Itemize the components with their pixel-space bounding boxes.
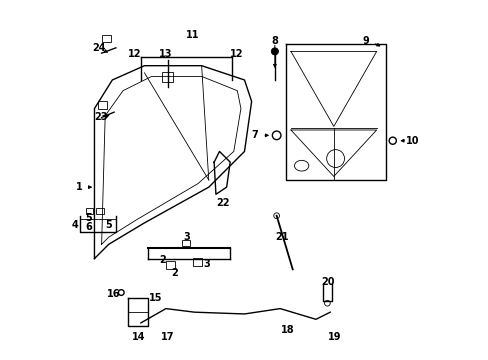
Text: 10: 10 — [405, 136, 418, 146]
FancyBboxPatch shape — [96, 208, 104, 214]
Text: 15: 15 — [149, 293, 163, 303]
Text: 24: 24 — [92, 43, 105, 53]
Text: 16: 16 — [106, 289, 120, 299]
Text: 23: 23 — [94, 112, 107, 122]
Text: 12: 12 — [229, 49, 243, 59]
Text: 4: 4 — [71, 220, 78, 230]
Text: 19: 19 — [327, 332, 341, 342]
Text: 11: 11 — [185, 30, 199, 40]
Text: 2: 2 — [171, 268, 178, 278]
Text: 17: 17 — [161, 332, 174, 342]
FancyBboxPatch shape — [98, 101, 107, 109]
FancyBboxPatch shape — [192, 258, 201, 266]
Text: 1: 1 — [76, 182, 82, 192]
Text: 13: 13 — [159, 49, 172, 59]
Text: 21: 21 — [275, 232, 288, 242]
FancyBboxPatch shape — [162, 72, 173, 82]
FancyBboxPatch shape — [165, 261, 175, 269]
Text: 8: 8 — [271, 36, 278, 46]
Text: 9: 9 — [362, 36, 368, 46]
Text: 20: 20 — [321, 277, 334, 287]
Text: 2: 2 — [159, 255, 165, 265]
FancyBboxPatch shape — [102, 35, 110, 42]
FancyBboxPatch shape — [182, 240, 189, 246]
FancyBboxPatch shape — [85, 208, 93, 214]
Text: 12: 12 — [127, 49, 141, 59]
Text: 5: 5 — [105, 220, 112, 230]
Text: 3: 3 — [183, 232, 190, 242]
Text: 7: 7 — [251, 130, 258, 140]
Circle shape — [271, 48, 278, 55]
Text: 22: 22 — [216, 198, 229, 208]
Text: 6: 6 — [85, 222, 92, 232]
Text: 18: 18 — [281, 325, 294, 335]
Text: 5: 5 — [85, 212, 92, 222]
Text: 14: 14 — [132, 332, 145, 342]
Text: 3: 3 — [203, 259, 210, 269]
